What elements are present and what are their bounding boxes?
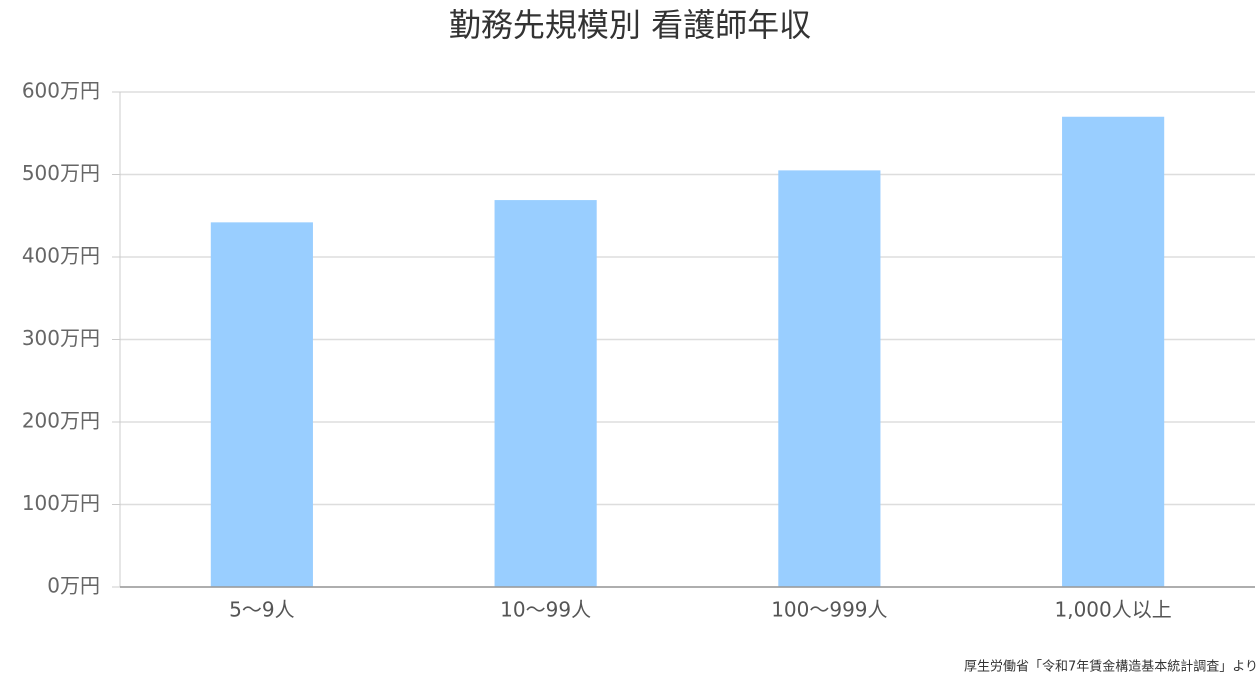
source-note: 厚生労働省「令和7年賃金構造基本統計調査」より bbox=[964, 659, 1258, 675]
y-tick-label: 300万円 bbox=[22, 326, 100, 350]
y-tick-label: 0万円 bbox=[47, 574, 100, 598]
bar bbox=[778, 170, 881, 587]
y-tick-label: 200万円 bbox=[22, 409, 100, 433]
x-tick-label: 10〜99人 bbox=[500, 598, 591, 622]
y-tick-label: 600万円 bbox=[22, 79, 100, 103]
y-tick-label: 100万円 bbox=[22, 491, 100, 515]
bar bbox=[1062, 116, 1165, 587]
bar bbox=[210, 222, 313, 587]
chart-title: 勤務先規模別 看護師年収 bbox=[449, 6, 811, 44]
x-tick-label: 1,000人以上 bbox=[1054, 598, 1171, 622]
x-tick-label: 100〜999人 bbox=[771, 598, 887, 622]
y-tick-label: 400万円 bbox=[22, 244, 100, 268]
y-tick-label: 500万円 bbox=[22, 161, 100, 185]
x-tick-label: 5〜9人 bbox=[229, 598, 294, 622]
bar bbox=[494, 200, 597, 587]
